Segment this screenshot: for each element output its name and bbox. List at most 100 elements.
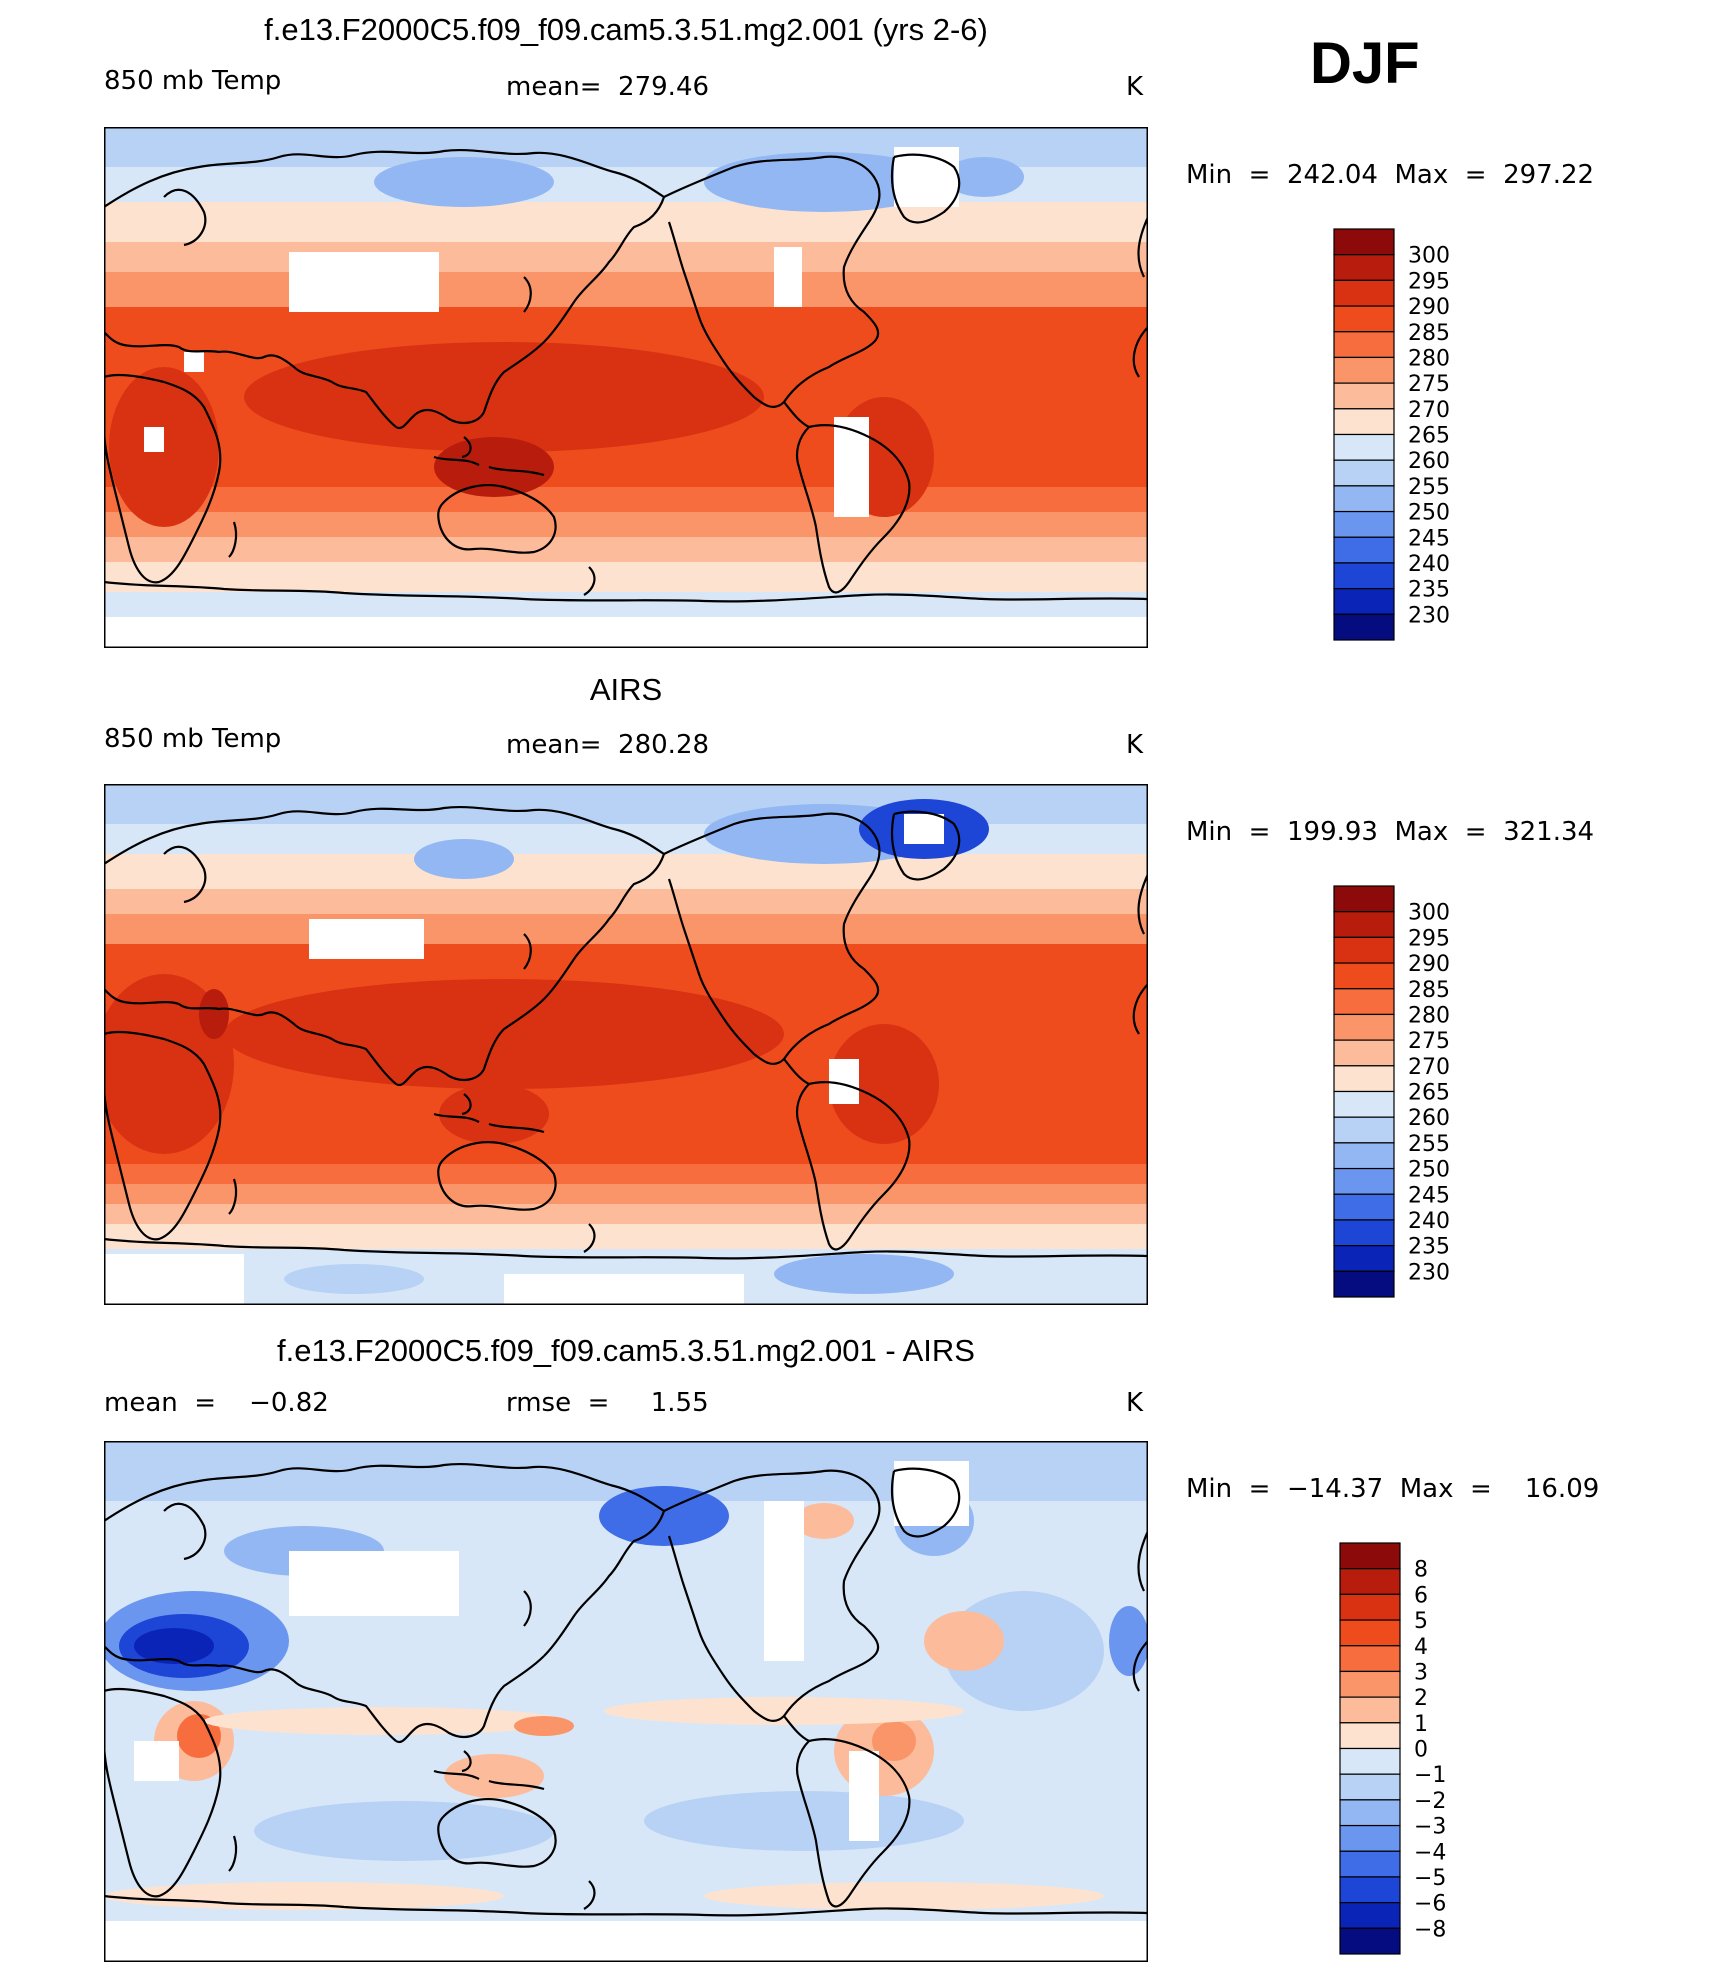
colorbar-box — [1333, 588, 1395, 615]
colorbar-box — [1339, 1645, 1401, 1673]
colorbar-box — [1333, 962, 1395, 990]
panel-3-map — [104, 1441, 1148, 1962]
colorbar-box — [1339, 1773, 1401, 1801]
colorbar-box — [1333, 485, 1395, 513]
colorbar-box — [1333, 433, 1395, 461]
colorbar-tick-label: 1 — [1414, 1712, 1428, 1737]
colorbar-box — [1339, 1619, 1401, 1647]
colorbar-box — [1333, 254, 1395, 281]
colorbar-tick-label: 300 — [1408, 244, 1450, 269]
colorbar-tick-label: 235 — [1408, 578, 1450, 603]
colorbar-box — [1339, 1593, 1401, 1621]
colorbar-tick-label: −6 — [1414, 1892, 1446, 1917]
colorbar-box — [1333, 613, 1395, 641]
colorbar-box — [1339, 1824, 1401, 1852]
colorbar-box — [1333, 408, 1395, 436]
colorbar-box — [1339, 1876, 1401, 1904]
colorbar-box — [1339, 1902, 1401, 1929]
colorbar-tick-label: 280 — [1408, 346, 1450, 371]
colorbar-tick-label: 5 — [1414, 1609, 1428, 1634]
colorbar-box — [1333, 911, 1395, 938]
colorbar-box — [1333, 305, 1395, 333]
panel-1-title: f.e13.F2000C5.f09_f09.cam5.3.51.mg2.001 … — [264, 12, 988, 47]
colorbar-tick-label: 285 — [1408, 978, 1450, 1003]
colorbar-tick-label: 245 — [1408, 526, 1450, 551]
colorbar-tick-label: −1 — [1414, 1763, 1446, 1788]
colorbar-tick-label: 255 — [1408, 475, 1450, 500]
colorbar-tick-label: 230 — [1408, 603, 1450, 628]
colorbar-tick-label: 295 — [1408, 926, 1450, 951]
colorbar-tick-label: 270 — [1408, 1055, 1450, 1080]
colorbar-box — [1339, 1568, 1401, 1595]
colorbar-tick-label: 265 — [1408, 1081, 1450, 1106]
colorbar-tick-label: 3 — [1414, 1660, 1428, 1685]
panel-2-units-label: K — [1126, 730, 1144, 760]
colorbar-box — [1333, 536, 1395, 564]
colorbar-tick-label: 4 — [1414, 1635, 1428, 1660]
colorbar-tick-label: 265 — [1408, 424, 1450, 449]
colorbar-box — [1333, 1167, 1395, 1195]
colorbar-box — [1333, 1065, 1395, 1093]
panel-3-units-label: K — [1126, 1388, 1144, 1418]
colorbar-tick-label: 250 — [1408, 501, 1450, 526]
colorbar-tick-label: 295 — [1408, 269, 1450, 294]
colorbar-tick-label: 260 — [1408, 1106, 1450, 1131]
panel-2-map — [104, 784, 1148, 1305]
colorbar-tick-label: 230 — [1408, 1260, 1450, 1285]
colorbar-tick-label: 270 — [1408, 398, 1450, 423]
colorbar-tick-label: 8 — [1414, 1558, 1428, 1583]
colorbar-tick-label: −8 — [1414, 1917, 1446, 1942]
colorbar-box — [1333, 459, 1395, 487]
colorbar-tick-label: 275 — [1408, 1029, 1450, 1054]
colorbar-box — [1333, 1245, 1395, 1272]
colorbar-box — [1333, 356, 1395, 384]
panel-3-mean-label: mean = −0.82 — [104, 1388, 329, 1418]
colorbar-box — [1339, 1747, 1401, 1775]
colorbar-tick-label: 2 — [1414, 1686, 1428, 1711]
colorbar-tick-label: 6 — [1414, 1583, 1428, 1608]
season-label: DJF — [1310, 31, 1420, 96]
colorbar-tick-label: 235 — [1408, 1235, 1450, 1260]
panel-2-mean-label: mean= 280.28 — [506, 730, 710, 760]
colorbar-box — [1339, 1850, 1401, 1878]
colorbar-box — [1333, 936, 1395, 964]
panel-1-minmax: Min = 242.04 Max = 297.22 — [1186, 160, 1595, 190]
colorbar-box — [1333, 1116, 1395, 1144]
panel-1-colorbar: 300 295 290 285 280 275 270 265 260 255 250 245 240 2… — [1332, 227, 1452, 642]
colorbar-box — [1333, 1193, 1395, 1221]
panel-3-title: f.e13.F2000C5.f09_f09.cam5.3.51.mg2.001 … — [277, 1333, 975, 1368]
colorbar-box — [1333, 279, 1395, 307]
colorbar-tick-label: 260 — [1408, 449, 1450, 474]
panel-2-variable-label: 850 mb Temp — [104, 724, 282, 754]
panel-1-variable-label: 850 mb Temp — [104, 66, 282, 96]
colorbar-box — [1339, 1722, 1401, 1750]
colorbar-tick-label: 275 — [1408, 372, 1450, 397]
colorbar-tick-label: 245 — [1408, 1183, 1450, 1208]
colorbar-box — [1333, 885, 1395, 913]
colorbar-tick-label: −4 — [1414, 1840, 1446, 1865]
panel-1-map — [104, 127, 1148, 648]
panel-1-units-label: K — [1126, 72, 1144, 102]
colorbar-box — [1339, 1542, 1401, 1570]
panel-3-colorbar: 8 6 5 4 3 2 1 0 −1 −2 −3 −4 −5 −6 −8 — [1338, 1541, 1458, 1956]
colorbar-box — [1333, 331, 1395, 359]
panel-1-mean-label: mean= 279.46 — [506, 72, 710, 102]
colorbar-box — [1333, 1219, 1395, 1247]
colorbar-tick-label: 290 — [1408, 952, 1450, 977]
panel-3-rmse-label: rmse = 1.55 — [506, 1388, 709, 1418]
panel-2-minmax: Min = 199.93 Max = 321.34 — [1186, 817, 1595, 847]
colorbar-box — [1339, 1799, 1401, 1827]
panel-2-title: AIRS — [589, 672, 663, 707]
colorbar-tick-label: −3 — [1414, 1815, 1446, 1840]
colorbar-box — [1333, 562, 1395, 590]
colorbar-tick-label: 290 — [1408, 295, 1450, 320]
colorbar-tick-label: 0 — [1414, 1738, 1428, 1763]
panel-3-minmax: Min = −14.37 Max = 16.09 — [1186, 1474, 1600, 1504]
colorbar-box — [1333, 1142, 1395, 1170]
colorbar-tick-label: 255 — [1408, 1132, 1450, 1157]
colorbar-box — [1339, 1670, 1401, 1698]
colorbar-box — [1333, 382, 1395, 410]
colorbar-tick-label: −2 — [1414, 1789, 1446, 1814]
colorbar-box — [1333, 988, 1395, 1016]
colorbar-box — [1339, 1696, 1401, 1724]
